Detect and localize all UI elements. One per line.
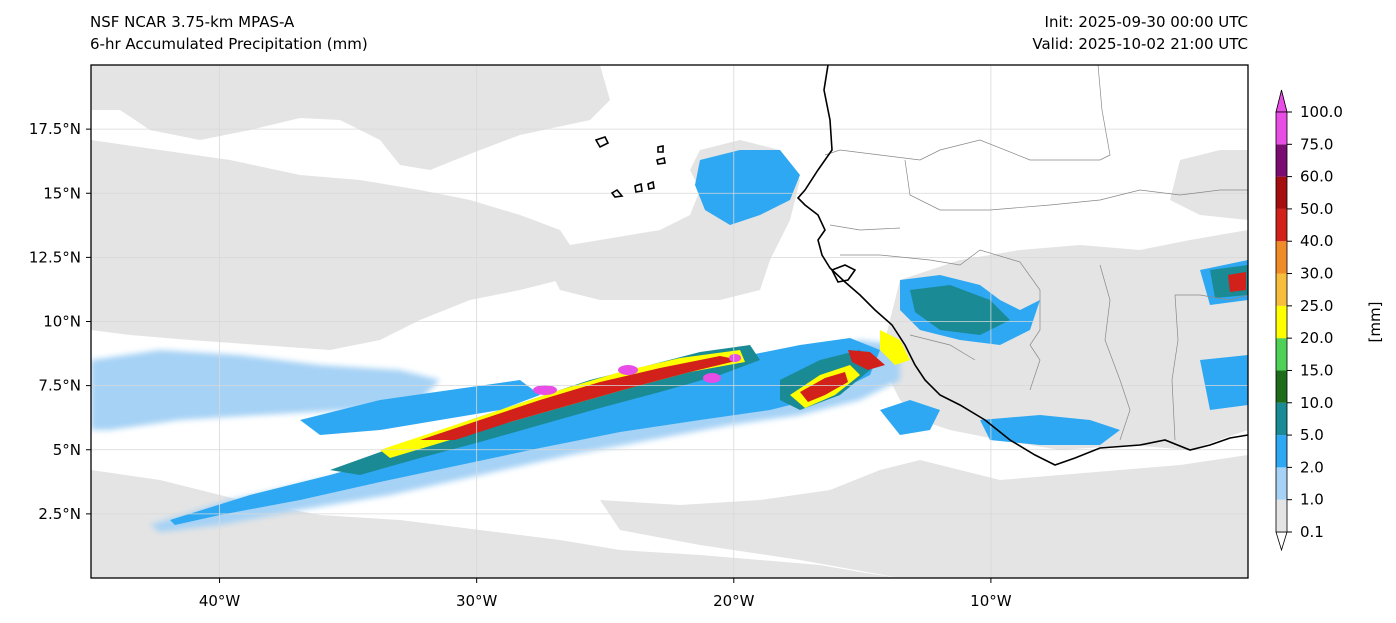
colorbar-frame (1275, 111, 1288, 533)
heavy-precip-core (910, 285, 1010, 335)
cape-verde-island (594, 136, 610, 149)
longitude-axis: 40°W 30°W 20°W 10°W (199, 578, 1012, 610)
lat-tick-label: 2.5°N (38, 505, 81, 523)
colorbar-tick-label: 75.0 (1300, 135, 1333, 153)
lon-tick-label: 40°W (199, 592, 241, 610)
colorbar-swatch (1276, 435, 1287, 468)
cape-verde-island (656, 156, 666, 165)
colorbar-swatch (1276, 208, 1287, 242)
colorbar-tick-label: 1.0 (1300, 491, 1324, 509)
cape-verde-island (634, 182, 643, 193)
trace-precip-area (1170, 150, 1248, 220)
intense-precip-core (800, 372, 848, 402)
lon-tick-label: 30°W (456, 592, 498, 610)
colorbar-tick-label: 30.0 (1300, 265, 1333, 283)
gridlines (91, 65, 1248, 578)
bissagos-islands (830, 264, 857, 283)
extreme-precip-layer (533, 354, 741, 395)
light-precip-band (91, 350, 440, 430)
border-line (1171, 294, 1179, 441)
map-header-left: NSF NCAR 3.75-km MPAS-A 6-hr Accumulated… (90, 11, 368, 55)
colorbar-tick-label: 25.0 (1300, 297, 1333, 315)
lat-tick-label: 10°N (43, 313, 81, 331)
colorbar-tick-label: 15.0 (1300, 361, 1333, 379)
colorbar-swatch (1276, 370, 1287, 403)
coastline (594, 65, 1248, 466)
intense-precip-core (848, 350, 885, 370)
moderate-precip-band (1200, 355, 1248, 410)
colorbar-swatch (1276, 241, 1287, 274)
init-time: Init: 2025-09-30 00:00 UTC (1044, 13, 1248, 31)
intense-precip-core (1228, 272, 1246, 292)
country-borders (824, 65, 1248, 441)
valid-time: Valid: 2025-10-02 21:00 UTC (1032, 35, 1248, 53)
border-line (1099, 264, 1131, 441)
west-africa-coastline (796, 65, 1248, 466)
border-line (824, 65, 1111, 161)
colorbar-tick-label: 60.0 (1300, 168, 1333, 186)
moderate-precip-band (695, 150, 800, 225)
cape-verde-island (610, 188, 624, 198)
extreme-precip-cell (729, 354, 741, 362)
lat-tick-label: 5°N (53, 441, 81, 459)
very-heavy-precip-core (880, 330, 910, 365)
colorbar-tick-label: 2.0 (1300, 458, 1324, 476)
colorbar-tick-label: 50.0 (1300, 200, 1333, 218)
colorbar-tick-label: 5.0 (1300, 426, 1324, 444)
lon-tick-label: 10°W (970, 592, 1012, 610)
border-line (909, 334, 976, 361)
cape-verde-island (657, 145, 664, 153)
latitude-axis: 17.5°N 15°N 12.5°N 10°N 7.5°N 5°N 2.5°N (29, 120, 91, 523)
border-line (1175, 294, 1248, 301)
intense-precip-core (420, 356, 740, 440)
colorbar-swatch (1276, 176, 1287, 209)
moderate-precip-layer (170, 150, 1248, 525)
trace-precip-area (91, 470, 900, 578)
model-title: NSF NCAR 3.75-km MPAS-A (90, 13, 295, 31)
moderate-precip-band (300, 380, 540, 435)
colorbar-tick-label: 0.1 (1300, 523, 1324, 541)
colorbar-units-label: [mm] (1366, 302, 1384, 343)
moderate-precip-band (980, 415, 1120, 445)
colorbar-extend-min (1275, 531, 1288, 552)
lat-tick-label: 17.5°N (29, 120, 81, 138)
moderate-precip-band (170, 338, 880, 525)
colorbar-tick-label: 100.0 (1300, 103, 1343, 121)
trace-precip-area (91, 65, 610, 170)
lat-tick-label: 12.5°N (29, 248, 81, 266)
colorbar-swatch (1276, 273, 1287, 306)
lat-tick-label: 7.5°N (38, 377, 81, 395)
extreme-precip-cell (703, 373, 721, 383)
lon-tick-label: 20°W (713, 592, 755, 610)
border-line (904, 159, 1248, 211)
extreme-precip-cell (618, 365, 638, 375)
colorbar: 0.1 1.0 2.0 5.0 10.0 15.0 20.0 25.0 30.0 40.0 50.0… (1275, 89, 1343, 552)
trace-precip-area (600, 455, 1248, 578)
map-plot-area (91, 65, 1248, 578)
colorbar-swatch (1276, 467, 1287, 500)
colorbar-tick-label: 10.0 (1300, 394, 1333, 412)
colorbar-swatch (1276, 499, 1287, 532)
field-title: 6-hr Accumulated Precipitation (mm) (90, 35, 368, 53)
border-line (840, 249, 1041, 391)
colorbar-swatch (1276, 112, 1287, 145)
moderate-precip-band (880, 400, 940, 435)
map-header-right: Init: 2025-09-30 00:00 UTC Valid: 2025-1… (1032, 11, 1248, 55)
border-line (829, 224, 901, 231)
lat-tick-label: 15°N (43, 184, 81, 202)
cape-verde-island (647, 180, 655, 190)
colorbar-swatch (1276, 144, 1287, 177)
trace-precip-area (91, 140, 580, 350)
colorbar-extend-max (1275, 89, 1288, 113)
colorbar-swatch (1276, 338, 1287, 371)
colorbar-tick-label: 20.0 (1300, 329, 1333, 347)
colorbar-swatch (1276, 402, 1287, 436)
colorbar-tick-label: 40.0 (1300, 232, 1333, 250)
intense-precip-layer (420, 272, 1246, 440)
extreme-precip-cell (533, 385, 557, 395)
colorbar-swatch (1276, 305, 1287, 339)
